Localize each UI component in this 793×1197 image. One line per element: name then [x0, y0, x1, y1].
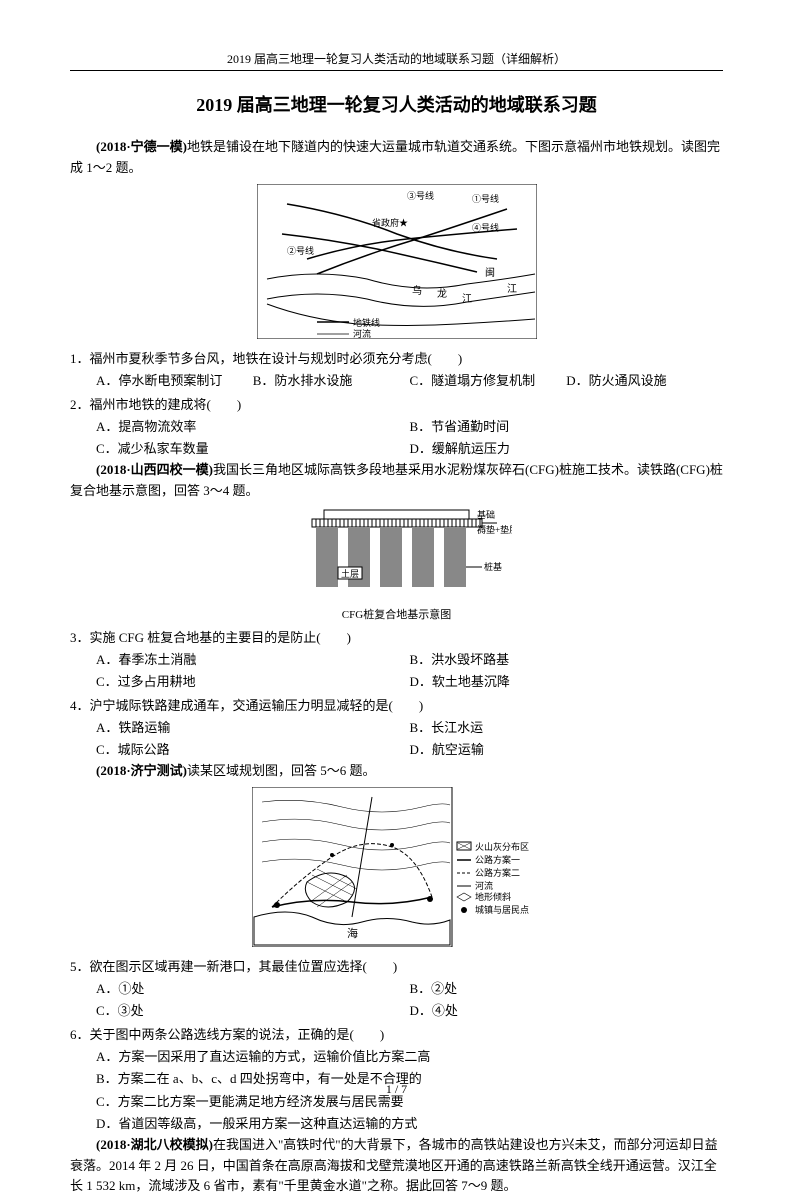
svg-text:乌: 乌 — [412, 284, 422, 297]
q2-opt-c: C．减少私家车数量 — [96, 438, 410, 460]
q3-opt-b: B．洪水毁坏路基 — [410, 649, 724, 671]
svg-text:海: 海 — [347, 926, 358, 940]
intro-3-source: (2018·济宁测试) — [96, 763, 187, 778]
figure-1: ③号线 ①号线 省政府★ ④号线 ②号线 闽 乌 龙 江 江 地铁线 河流 — [70, 184, 723, 343]
svg-text:城镇与居民点: 城镇与居民点 — [475, 904, 529, 915]
page-title: 2019 届高三地理一轮复习人类活动的地域联系习题 — [70, 91, 723, 117]
q3-opt-d: D．软土地基沉降 — [410, 671, 724, 693]
question-6: 6．关于图中两条公路选线方案的说法，正确的是( ) A．方案一因采用了直达运输的… — [70, 1024, 723, 1134]
intro-1-source: (2018·宁德一模) — [96, 139, 187, 154]
intro-1: (2018·宁德一模)地铁是铺设在地下隧道内的快速大运量城市轨道交通系统。下图示… — [70, 137, 723, 179]
q3-opt-c: C．过多占用耕地 — [96, 671, 410, 693]
question-4: 4．沪宁城际铁路建成通车，交通运输压力明显减轻的是( ) A．铁路运输 B．长江… — [70, 695, 723, 761]
figure-3: 海 火山灰分布区 公路方案一 公路方案二 河流 地形倾斜 城镇与居民点 — [70, 787, 723, 951]
svg-text:江: 江 — [507, 283, 517, 295]
intro-4: (2018·湖北八校模拟)在我国进入"高铁时代"的大背景下，各城市的高铁站建设也… — [70, 1135, 723, 1197]
svg-text:褥垫+垫层: 褥垫+垫层 — [477, 524, 512, 535]
q6-stem: 6．关于图中两条公路选线方案的说法，正确的是( ) — [70, 1024, 723, 1046]
svg-text:省政府★: 省政府★ — [372, 217, 408, 228]
q3-options: A．春季冻土消融 B．洪水毁坏路基 C．过多占用耕地 D．软土地基沉降 — [70, 649, 723, 693]
q2-options: A．提高物流效率 B．节省通勤时间 C．减少私家车数量 D．缓解航运压力 — [70, 416, 723, 460]
q1-opt-c: C．隧道塌方修复机制 — [410, 370, 567, 392]
q4-opt-a: A．铁路运输 — [96, 717, 410, 739]
q1-options: A．停水断电预案制订 B．防水排水设施 C．隧道塌方修复机制 D．防火通风设施 — [70, 370, 723, 392]
intro-2-source: (2018·山西四校一模) — [96, 462, 213, 477]
question-5: 5．欲在图示区域再建一新港口，其最佳位置应选择( ) A．①处 B．②处 C．③… — [70, 956, 723, 1022]
q1-opt-d: D．防火通风设施 — [566, 370, 723, 392]
figure-2: 基础 褥垫+垫层 土层 桩基 CFG桩复合地基示意图 — [70, 507, 723, 622]
q1-opt-b: B．防水排水设施 — [253, 370, 410, 392]
question-1: 1．福州市夏秋季节多台风，地铁在设计与规划时必须充分考虑( ) A．停水断电预案… — [70, 348, 723, 392]
q5-opt-a: A．①处 — [96, 978, 410, 1000]
svg-text:④号线: ④号线 — [472, 222, 499, 233]
q4-opt-c: C．城际公路 — [96, 739, 410, 761]
header-line: 2019 届高三地理一轮复习人类活动的地域联系习题（详细解析） — [70, 50, 723, 71]
q2-opt-d: D．缓解航运压力 — [410, 438, 724, 460]
svg-text:基础: 基础 — [477, 509, 495, 520]
q5-stem: 5．欲在图示区域再建一新港口，其最佳位置应选择( ) — [70, 956, 723, 978]
q2-opt-a: A．提高物流效率 — [96, 416, 410, 438]
intro-3: (2018·济宁测试)读某区域规划图，回答 5～6 题。 — [70, 761, 723, 782]
svg-text:闽: 闽 — [485, 266, 495, 279]
svg-text:龙: 龙 — [437, 287, 447, 300]
q4-opt-d: D．航空运输 — [410, 739, 724, 761]
q1-stem: 1．福州市夏秋季节多台风，地铁在设计与规划时必须充分考虑( ) — [70, 348, 723, 370]
q4-options: A．铁路运输 B．长江水运 C．城际公路 D．航空运输 — [70, 717, 723, 761]
svg-text:火山灰分布区: 火山灰分布区 — [475, 841, 529, 852]
svg-text:②号线: ②号线 — [287, 245, 314, 256]
intro-2: (2018·山西四校一模)我国长三角地区城际高铁多段地基采用水泥粉煤灰碎石(CF… — [70, 460, 723, 502]
question-2: 2．福州市地铁的建成将( ) A．提高物流效率 B．节省通勤时间 C．减少私家车… — [70, 394, 723, 460]
q5-opt-c: C．③处 — [96, 1000, 410, 1022]
svg-text:③号线: ③号线 — [407, 190, 434, 201]
svg-text:地形倾斜: 地形倾斜 — [475, 891, 511, 902]
intro-4-source: (2018·湖北八校模拟) — [96, 1137, 213, 1152]
q2-opt-b: B．节省通勤时间 — [410, 416, 724, 438]
question-3: 3．实施 CFG 桩复合地基的主要目的是防止( ) A．春季冻土消融 B．洪水毁… — [70, 627, 723, 693]
q3-stem: 3．实施 CFG 桩复合地基的主要目的是防止( ) — [70, 627, 723, 649]
q4-stem: 4．沪宁城际铁路建成通车，交通运输压力明显减轻的是( ) — [70, 695, 723, 717]
svg-text:河流: 河流 — [475, 880, 493, 891]
q5-opt-b: B．②处 — [410, 978, 724, 1000]
q5-options: A．①处 B．②处 C．③处 D．④处 — [70, 978, 723, 1022]
svg-text:土层: 土层 — [341, 568, 359, 579]
svg-text:河流: 河流 — [353, 328, 371, 339]
intro-3-text: 读某区域规划图，回答 5～6 题。 — [187, 763, 376, 778]
q2-stem: 2．福州市地铁的建成将( ) — [70, 394, 723, 416]
q4-opt-b: B．长江水运 — [410, 717, 724, 739]
figure-2-caption: CFG桩复合地基示意图 — [70, 606, 723, 622]
q6-opt-a: A．方案一因采用了直达运输的方式，运输价值比方案二高 — [96, 1046, 723, 1068]
svg-text:公路方案一: 公路方案一 — [475, 854, 520, 865]
svg-text:桩基: 桩基 — [484, 561, 502, 572]
svg-text:地铁线: 地铁线 — [353, 317, 380, 328]
svg-text:公路方案二: 公路方案二 — [475, 867, 520, 878]
svg-text:①号线: ①号线 — [472, 193, 499, 204]
q6-opt-d: D．省道因等级高，一般采用方案一这种直达运输的方式 — [96, 1113, 723, 1135]
q3-opt-a: A．春季冻土消融 — [96, 649, 410, 671]
q5-opt-d: D．④处 — [410, 1000, 724, 1022]
svg-text:江: 江 — [462, 293, 472, 305]
page-number: 1 / 7 — [0, 1082, 793, 1097]
q1-opt-a: A．停水断电预案制订 — [96, 370, 253, 392]
